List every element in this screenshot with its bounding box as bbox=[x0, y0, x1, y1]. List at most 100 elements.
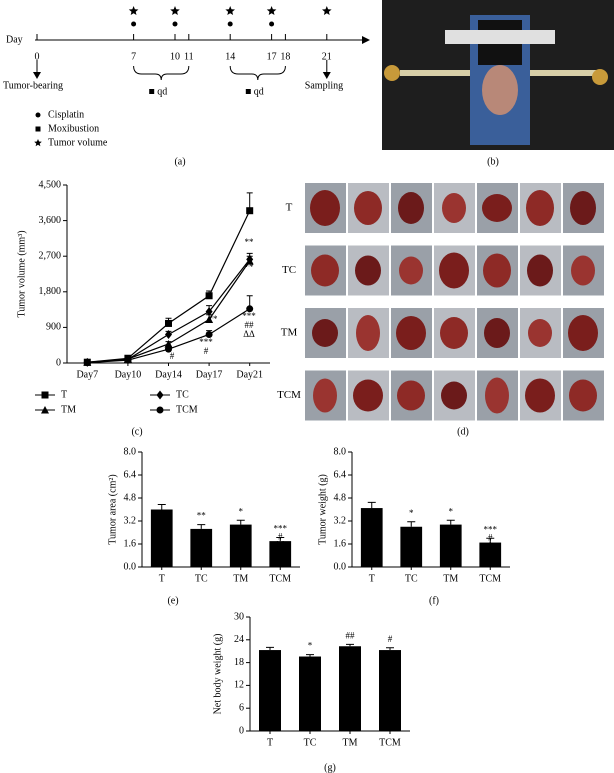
x-tick-label: TCM bbox=[479, 573, 501, 584]
x-tick-label: T bbox=[267, 737, 273, 748]
bar bbox=[150, 509, 173, 567]
x-tick-label: TM bbox=[343, 737, 358, 748]
panel-label: (b) bbox=[487, 156, 499, 167]
point bbox=[246, 305, 254, 313]
bar bbox=[269, 541, 292, 567]
tumor-volume-marker bbox=[322, 6, 332, 15]
tumor bbox=[310, 190, 340, 226]
x-tick-label: TCM bbox=[269, 573, 291, 584]
bar bbox=[400, 526, 423, 567]
legend-label: Tumor volume bbox=[48, 137, 108, 148]
tumor bbox=[441, 381, 467, 410]
row-label: T bbox=[286, 202, 293, 214]
error-bar bbox=[407, 521, 416, 527]
y-tick-label: 24 bbox=[234, 634, 244, 645]
timeline-event: Tumor-bearing bbox=[3, 80, 63, 91]
y-tick-label: 30 bbox=[234, 611, 244, 622]
bar bbox=[190, 528, 213, 567]
legend-marker bbox=[35, 112, 41, 118]
cisplatin-marker bbox=[227, 21, 233, 27]
point bbox=[205, 315, 214, 323]
bar bbox=[339, 646, 361, 731]
tumor bbox=[399, 256, 423, 285]
photo-b bbox=[382, 0, 614, 150]
bar bbox=[299, 656, 321, 731]
error-bar bbox=[346, 643, 354, 647]
legend-marker bbox=[156, 390, 164, 400]
y-tick-label: 4.8 bbox=[124, 492, 137, 503]
significance-label: ** bbox=[197, 511, 207, 521]
row-label: TM bbox=[281, 327, 298, 339]
x-tick-label: TCM bbox=[379, 737, 401, 748]
legend-marker bbox=[35, 126, 41, 132]
legend-label: T bbox=[61, 389, 67, 400]
error-bar bbox=[236, 519, 245, 525]
cisplatin-marker bbox=[131, 21, 137, 27]
moxibustion-marker bbox=[149, 89, 155, 94]
legend-label: TCM bbox=[176, 404, 198, 415]
tumor bbox=[397, 380, 425, 411]
point bbox=[124, 356, 132, 364]
row-label: TCM bbox=[277, 389, 301, 401]
arrowhead bbox=[33, 72, 41, 79]
x-tick-label: T bbox=[369, 573, 375, 584]
point bbox=[83, 359, 91, 367]
significance-label: * bbox=[449, 506, 454, 516]
legend-marker bbox=[41, 406, 49, 414]
point bbox=[205, 292, 213, 300]
y-axis-label: Tumor area (cm²) bbox=[107, 474, 118, 544]
tumor bbox=[396, 316, 426, 350]
period-label: qd bbox=[157, 86, 167, 97]
period-bracket bbox=[133, 65, 190, 81]
tumor bbox=[526, 190, 554, 226]
tumor bbox=[440, 317, 468, 349]
tumor bbox=[569, 379, 597, 412]
day-label: 11 bbox=[184, 51, 194, 62]
tumor bbox=[353, 379, 383, 412]
significance-label: ## bbox=[346, 630, 356, 640]
timeline-event: Sampling bbox=[305, 80, 343, 91]
day-label: 0 bbox=[35, 51, 40, 62]
error-bar bbox=[386, 647, 394, 651]
x-tick-label: TM bbox=[233, 573, 248, 584]
bar bbox=[479, 542, 502, 567]
point bbox=[165, 330, 172, 340]
significance-label: # bbox=[204, 346, 209, 356]
significance-label: # bbox=[278, 532, 283, 542]
x-tick-label: Day10 bbox=[115, 369, 142, 380]
day-label: 21 bbox=[322, 51, 332, 62]
error-bar bbox=[197, 524, 206, 529]
bar bbox=[439, 524, 462, 567]
point bbox=[245, 256, 254, 265]
cisplatin-marker bbox=[269, 21, 275, 27]
y-tick-label: 3.2 bbox=[334, 515, 347, 526]
panel-label: (f) bbox=[429, 595, 439, 606]
significance-label: *** bbox=[199, 337, 213, 347]
significance-label: ** bbox=[245, 237, 255, 247]
row-label: TC bbox=[282, 264, 296, 276]
x-tick-label: Day21 bbox=[236, 369, 263, 380]
x-tick-label: T bbox=[159, 573, 165, 584]
significance-label: *** bbox=[242, 311, 256, 321]
tumor bbox=[356, 315, 380, 351]
legend-label: Moxibustion bbox=[48, 123, 99, 134]
significance-label: *** bbox=[274, 524, 288, 534]
significance-label: ΔΔ bbox=[243, 329, 255, 339]
y-tick-label: 8.0 bbox=[334, 446, 347, 457]
x-tick-label: TC bbox=[304, 737, 317, 748]
y-tick-label: 8.0 bbox=[124, 446, 137, 457]
point bbox=[205, 307, 213, 317]
panel-label: (a) bbox=[174, 156, 185, 167]
y-tick-label: 1.6 bbox=[124, 538, 137, 549]
tumor bbox=[439, 252, 469, 289]
legend-marker bbox=[156, 406, 164, 414]
x-tick-label: TM bbox=[443, 573, 458, 584]
tumor bbox=[485, 377, 509, 414]
point bbox=[205, 331, 213, 339]
arrowhead bbox=[362, 36, 370, 44]
day-label: 7 bbox=[131, 51, 136, 62]
tumor bbox=[571, 255, 595, 286]
y-tick-label: 4,500 bbox=[39, 179, 62, 190]
